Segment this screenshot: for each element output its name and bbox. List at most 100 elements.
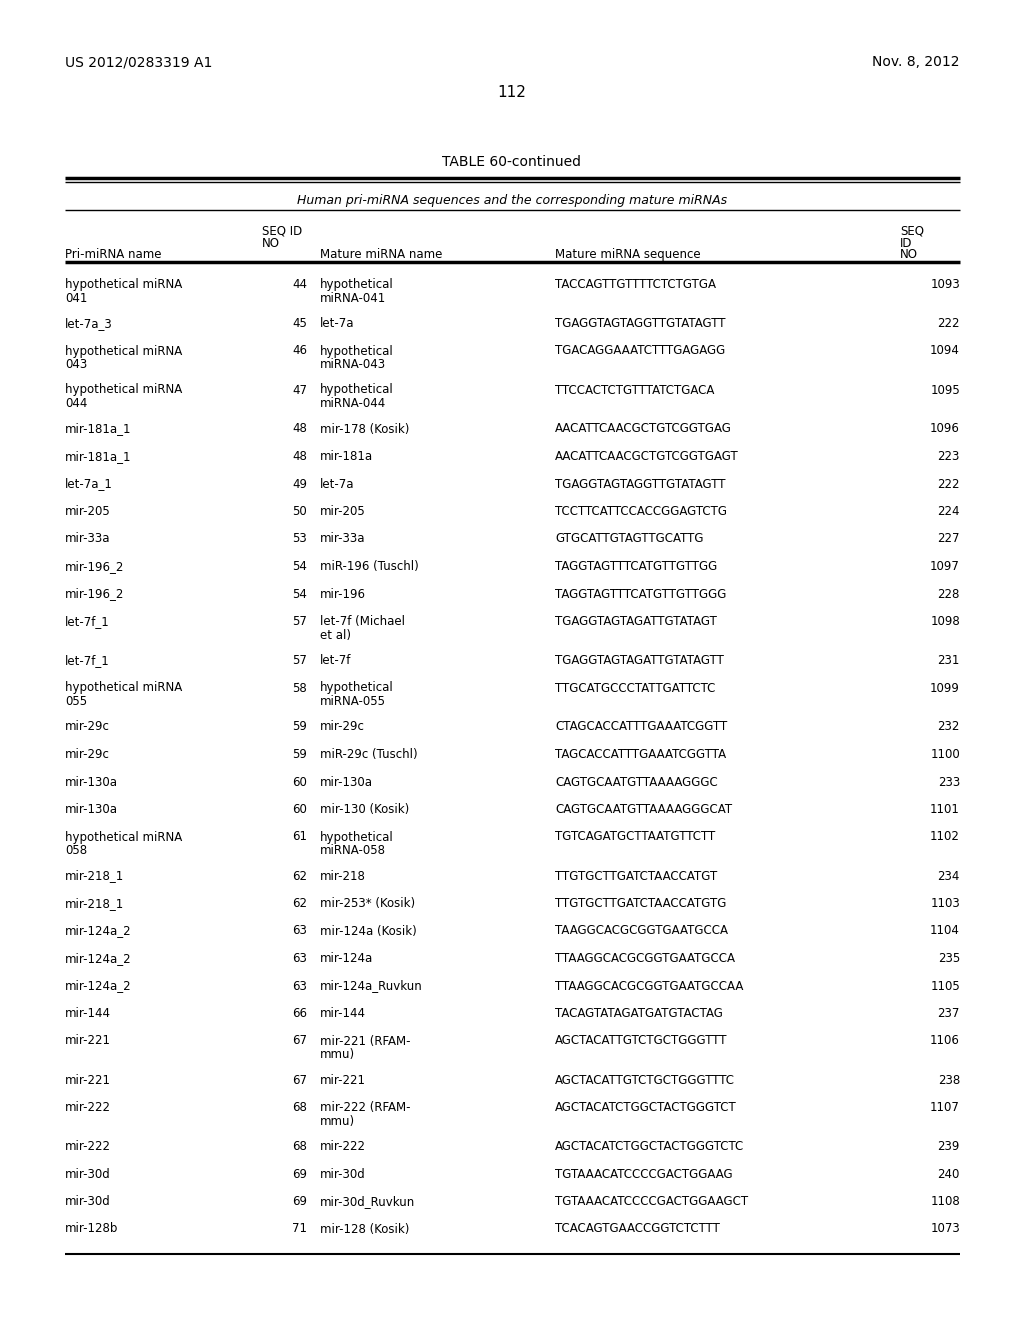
- Text: hypothetical miRNA: hypothetical miRNA: [65, 830, 182, 843]
- Text: 68: 68: [292, 1140, 307, 1152]
- Text: TTGTGCTTGATCTAACCATGT: TTGTGCTTGATCTAACCATGT: [555, 870, 717, 883]
- Text: 233: 233: [938, 776, 961, 788]
- Text: 238: 238: [938, 1073, 961, 1086]
- Text: 1099: 1099: [930, 681, 961, 694]
- Text: et al): et al): [319, 628, 351, 642]
- Text: hypothetical miRNA: hypothetical miRNA: [65, 279, 182, 290]
- Text: 63: 63: [292, 979, 307, 993]
- Text: mmu): mmu): [319, 1048, 355, 1061]
- Text: mir-30d: mir-30d: [65, 1167, 111, 1180]
- Text: AGCTACATCTGGCTACTGGGTCTC: AGCTACATCTGGCTACTGGGTCTC: [555, 1140, 744, 1152]
- Text: mir-218_1: mir-218_1: [65, 898, 124, 909]
- Text: 1101: 1101: [930, 803, 961, 816]
- Text: mir-33a: mir-33a: [65, 532, 111, 545]
- Text: mir-144: mir-144: [319, 1007, 366, 1020]
- Text: TGTCAGATGCTTAATGTTCTT: TGTCAGATGCTTAATGTTCTT: [555, 830, 715, 843]
- Text: 58: 58: [292, 681, 307, 694]
- Text: TAGGTAGTTTCATGTTGTTGG: TAGGTAGTTTCATGTTGTTGG: [555, 560, 717, 573]
- Text: TAGCACCATTTGAAATCGGTTA: TAGCACCATTTGAAATCGGTTA: [555, 748, 726, 762]
- Text: 63: 63: [292, 924, 307, 937]
- Text: AGCTACATTGTCTGCTGGGTTTC: AGCTACATTGTCTGCTGGGTTTC: [555, 1073, 735, 1086]
- Text: 1093: 1093: [930, 279, 961, 290]
- Text: hypothetical: hypothetical: [319, 384, 394, 396]
- Text: TGAGGTAGTAGATTGTATAGTT: TGAGGTAGTAGATTGTATAGTT: [555, 653, 724, 667]
- Text: TACCAGTTGTTTTCTCTGTGA: TACCAGTTGTTTTCTCTGTGA: [555, 279, 716, 290]
- Text: hypothetical: hypothetical: [319, 279, 394, 290]
- Text: miRNA-043: miRNA-043: [319, 358, 386, 371]
- Text: mir-124a: mir-124a: [319, 952, 374, 965]
- Text: 222: 222: [938, 317, 961, 330]
- Text: 222: 222: [938, 478, 961, 491]
- Text: mir-124a_Ruvkun: mir-124a_Ruvkun: [319, 979, 423, 993]
- Text: miRNA-041: miRNA-041: [319, 292, 386, 305]
- Text: 71: 71: [292, 1222, 307, 1236]
- Text: 44: 44: [292, 279, 307, 290]
- Text: TCACAGTGAACCGGTCTCTTT: TCACAGTGAACCGGTCTCTTT: [555, 1222, 720, 1236]
- Text: 59: 59: [292, 748, 307, 762]
- Text: 1108: 1108: [930, 1195, 961, 1208]
- Text: mir-196_2: mir-196_2: [65, 560, 124, 573]
- Text: TAAGGCACGCGGTGAATGCCA: TAAGGCACGCGGTGAATGCCA: [555, 924, 728, 937]
- Text: mir-221: mir-221: [65, 1035, 111, 1048]
- Text: 62: 62: [292, 898, 307, 909]
- Text: 57: 57: [292, 615, 307, 628]
- Text: mir-218: mir-218: [319, 870, 366, 883]
- Text: let-7a: let-7a: [319, 317, 354, 330]
- Text: mir-128b: mir-128b: [65, 1222, 119, 1236]
- Text: 61: 61: [292, 830, 307, 843]
- Text: let-7a_3: let-7a_3: [65, 317, 113, 330]
- Text: AACATTCAACGCTGTCGGTGAG: AACATTCAACGCTGTCGGTGAG: [555, 422, 732, 436]
- Text: 1104: 1104: [930, 924, 961, 937]
- Text: AGCTACATCTGGCTACTGGGTCT: AGCTACATCTGGCTACTGGGTCT: [555, 1101, 736, 1114]
- Text: US 2012/0283319 A1: US 2012/0283319 A1: [65, 55, 212, 69]
- Text: 234: 234: [938, 870, 961, 883]
- Text: miRNA-044: miRNA-044: [319, 397, 386, 411]
- Text: 50: 50: [292, 506, 307, 517]
- Text: NO: NO: [262, 238, 280, 249]
- Text: 54: 54: [292, 587, 307, 601]
- Text: 227: 227: [938, 532, 961, 545]
- Text: mir-124a_2: mir-124a_2: [65, 952, 132, 965]
- Text: 240: 240: [938, 1167, 961, 1180]
- Text: 1073: 1073: [930, 1222, 961, 1236]
- Text: TAGGTAGTTTCATGTTGTTGGG: TAGGTAGTTTCATGTTGTTGGG: [555, 587, 726, 601]
- Text: TACAGTATAGATGATGTACTAG: TACAGTATAGATGATGTACTAG: [555, 1007, 723, 1020]
- Text: miR-29c (Tuschl): miR-29c (Tuschl): [319, 748, 418, 762]
- Text: mir-30d: mir-30d: [65, 1195, 111, 1208]
- Text: TTAAGGCACGCGGTGAATGCCA: TTAAGGCACGCGGTGAATGCCA: [555, 952, 735, 965]
- Text: mir-144: mir-144: [65, 1007, 111, 1020]
- Text: mir-29c: mir-29c: [319, 721, 365, 734]
- Text: 59: 59: [292, 721, 307, 734]
- Text: mir-222: mir-222: [319, 1140, 366, 1152]
- Text: hypothetical: hypothetical: [319, 830, 394, 843]
- Text: mir-33a: mir-33a: [319, 532, 366, 545]
- Text: mir-130a: mir-130a: [65, 776, 118, 788]
- Text: 223: 223: [938, 450, 961, 463]
- Text: mir-29c: mir-29c: [65, 748, 110, 762]
- Text: 1103: 1103: [930, 898, 961, 909]
- Text: 69: 69: [292, 1167, 307, 1180]
- Text: SEQ: SEQ: [900, 224, 924, 238]
- Text: let-7a_1: let-7a_1: [65, 478, 113, 491]
- Text: 235: 235: [938, 952, 961, 965]
- Text: 47: 47: [292, 384, 307, 396]
- Text: 1096: 1096: [930, 422, 961, 436]
- Text: 112: 112: [498, 84, 526, 100]
- Text: 48: 48: [292, 450, 307, 463]
- Text: SEQ ID: SEQ ID: [262, 224, 302, 238]
- Text: mmu): mmu): [319, 1114, 355, 1127]
- Text: 48: 48: [292, 422, 307, 436]
- Text: mir-130 (Kosik): mir-130 (Kosik): [319, 803, 410, 816]
- Text: ID: ID: [900, 238, 912, 249]
- Text: mir-222: mir-222: [65, 1101, 111, 1114]
- Text: mir-205: mir-205: [319, 506, 366, 517]
- Text: Pri-miRNA name: Pri-miRNA name: [65, 248, 162, 261]
- Text: 49: 49: [292, 478, 307, 491]
- Text: 1107: 1107: [930, 1101, 961, 1114]
- Text: 46: 46: [292, 345, 307, 358]
- Text: 66: 66: [292, 1007, 307, 1020]
- Text: 1102: 1102: [930, 830, 961, 843]
- Text: mir-128 (Kosik): mir-128 (Kosik): [319, 1222, 410, 1236]
- Text: GTGCATTGTAGTTGCATTG: GTGCATTGTAGTTGCATTG: [555, 532, 703, 545]
- Text: mir-253* (Kosik): mir-253* (Kosik): [319, 898, 415, 909]
